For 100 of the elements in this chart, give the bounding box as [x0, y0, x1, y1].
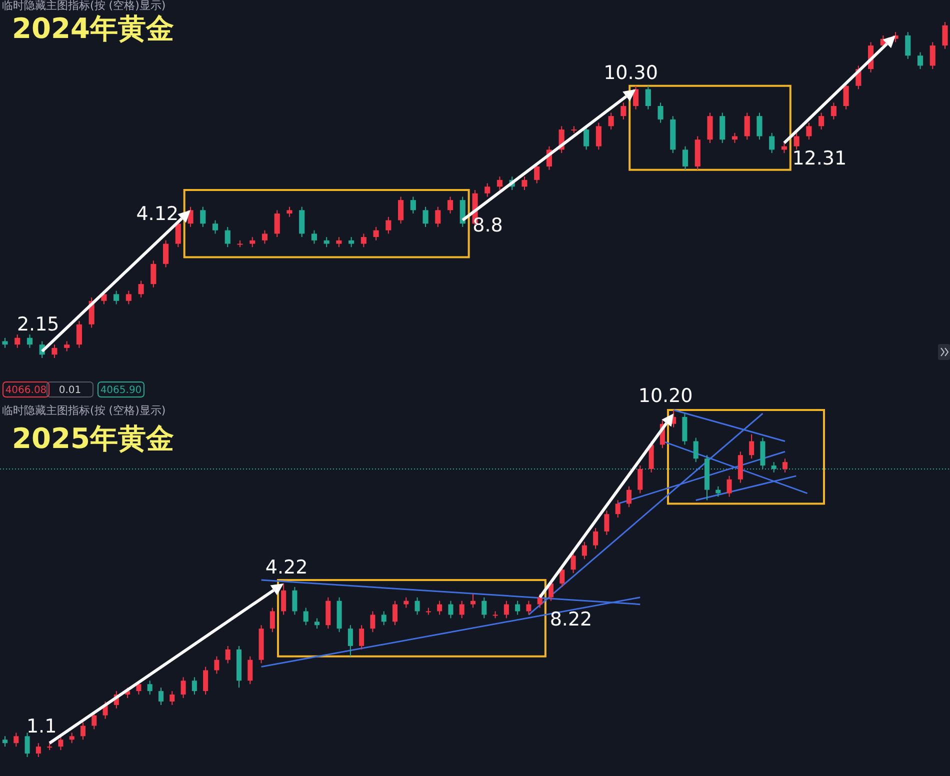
candlestick [720, 112, 726, 144]
candlestick [360, 233, 366, 248]
candlestick [114, 290, 120, 305]
text: 4066.08 [5, 385, 47, 396]
candlestick [484, 182, 490, 198]
candlestick [225, 645, 230, 664]
candlestick [658, 102, 664, 124]
candlestick [448, 600, 454, 619]
candlestick [2, 736, 8, 748]
candlestick [286, 206, 292, 218]
candlestick [744, 112, 750, 140]
candlestick [460, 196, 466, 228]
candlestick [582, 541, 587, 560]
candlestick [414, 596, 420, 616]
candlestick [422, 206, 428, 228]
candlestick [224, 226, 230, 248]
candlestick [596, 122, 602, 150]
candlestick [250, 236, 256, 248]
candlestick [593, 527, 598, 550]
candlestick [638, 465, 643, 494]
candlestick [626, 486, 632, 508]
candlestick [782, 458, 788, 473]
candlestick [138, 280, 144, 298]
candlestick [262, 230, 268, 244]
candlestick [270, 607, 275, 633]
candlestick [76, 320, 82, 348]
candlestick [314, 618, 320, 630]
candlestick [726, 475, 732, 498]
candlestick [381, 610, 386, 626]
candlestick [482, 596, 487, 619]
candlestick [604, 510, 610, 536]
candlestick [126, 290, 132, 305]
candlestick [26, 334, 33, 348]
candlestick [526, 600, 532, 616]
annotation: 8.22 [550, 608, 592, 630]
candlestick [682, 146, 688, 170]
candlestick [537, 593, 542, 608]
candlestick [522, 176, 528, 190]
candlestick [52, 344, 58, 358]
annotation: 10.30 [604, 62, 658, 84]
candlestick [311, 230, 317, 244]
candlestick [200, 206, 206, 228]
candlestick [359, 624, 364, 650]
candlestick [24, 732, 30, 758]
candlestick [584, 126, 590, 150]
candlestick [136, 680, 142, 696]
candlestick [203, 666, 208, 696]
chart-title: 2024年黄金 [12, 12, 174, 45]
candlestick [830, 102, 836, 120]
candlestick [437, 600, 442, 616]
candlestick [147, 680, 152, 696]
annotation: 8.8 [472, 214, 503, 237]
candlestick [336, 236, 342, 248]
candlestick [373, 226, 379, 241]
candlestick [693, 437, 698, 463]
candlestick [370, 610, 376, 633]
candlestick [303, 607, 308, 626]
candlestick [749, 434, 754, 460]
candlestick [150, 260, 156, 288]
candlestick [645, 85, 651, 110]
candlestick [170, 690, 175, 706]
candlestick [930, 42, 936, 70]
candlestick [163, 240, 169, 268]
candlestick [192, 676, 197, 696]
candlestick [515, 600, 520, 616]
candlestick [496, 176, 503, 190]
candlestick [58, 736, 64, 751]
annotation: 4.22 [265, 556, 308, 578]
candlestick [398, 196, 404, 224]
candlestick [905, 32, 911, 60]
text: 0.01 [58, 385, 82, 396]
candlestick [818, 112, 824, 130]
annotation: 临时隐藏主图指标(按 (空格)显示) [2, 404, 166, 417]
candlestick [404, 596, 409, 608]
candlestick [2, 337, 8, 348]
candlestick [69, 732, 74, 744]
candlestick [633, 85, 639, 110]
candlestick [806, 122, 812, 140]
candlestick [716, 486, 721, 498]
candlestick [769, 132, 775, 154]
candlestick [64, 340, 70, 352]
candlestick [292, 586, 298, 616]
candlestick [756, 112, 762, 140]
candlestick [435, 206, 441, 228]
candlestick [794, 132, 800, 150]
candlestick [36, 742, 41, 758]
candlestick [470, 593, 476, 608]
candlestick [608, 112, 614, 130]
text: 10.20 [638, 385, 693, 407]
candlestick [615, 500, 620, 518]
annotation: 12.31 [792, 147, 847, 170]
candlestick [299, 206, 305, 238]
candlestick [410, 196, 416, 214]
text: 临时隐藏主图指标(按 (空格)显示) [2, 0, 166, 12]
annotation: 2.15 [16, 314, 60, 336]
candlestick [942, 22, 948, 50]
candlestick [732, 132, 738, 144]
candlestick [707, 112, 713, 144]
candlestick [392, 600, 398, 626]
text: 2025年黄金 [12, 422, 174, 455]
